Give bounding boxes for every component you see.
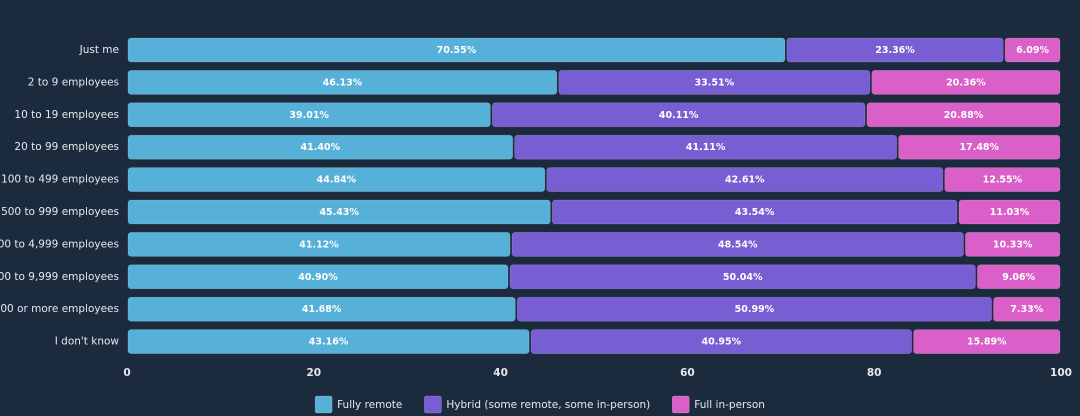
value-label: 43.54% (735, 207, 775, 218)
value-label: 42.61% (725, 175, 765, 186)
value-label: 41.68% (302, 304, 342, 315)
legend-label: Fully remote (337, 399, 402, 411)
bar-segment (913, 329, 1061, 354)
legend-swatch (671, 395, 690, 414)
value-label: 43.16% (309, 337, 349, 348)
value-label: 50.99% (735, 304, 775, 315)
bar-segment (898, 134, 1061, 160)
value-label: 41.12% (299, 239, 339, 250)
bar-segment (127, 134, 513, 160)
bar-segment (866, 102, 1061, 128)
category-label: 20 to 99 employees (14, 141, 119, 153)
category-label: 500 to 999 employees (1, 206, 119, 218)
bar-segment (127, 37, 786, 63)
bar-segment (127, 264, 509, 290)
value-label: 17.48% (959, 142, 999, 153)
category-label: 100 to 499 employees (1, 174, 119, 186)
value-label: 6.09% (1016, 45, 1049, 56)
legend-swatch (424, 395, 442, 414)
legend-label: Full in-person (694, 399, 765, 411)
bar-segment (558, 70, 871, 95)
bar-segment (127, 102, 491, 128)
bar-segment (492, 102, 866, 128)
bar-segment (993, 296, 1061, 322)
legend: Fully remote Hybrid (some remote, some in… (314, 395, 765, 414)
x-tick-label: 0 (123, 367, 130, 379)
bar-segment (509, 264, 976, 290)
category-label: 10,000 or more employees (0, 303, 119, 315)
legend-swatch (314, 395, 333, 414)
value-label: 41.11% (686, 142, 726, 153)
value-label: 11.03% (990, 207, 1030, 218)
bar-segment (977, 264, 1061, 290)
bar-segment (944, 167, 1061, 192)
value-label: 15.89% (967, 337, 1007, 348)
x-tick-label: 80 (867, 367, 882, 379)
value-label: 44.84% (317, 175, 357, 186)
value-label: 20.36% (946, 77, 986, 88)
bar-segment (786, 37, 1004, 63)
value-label: 70.55% (437, 45, 477, 56)
bar-segment (127, 329, 530, 354)
bar-segment (511, 232, 964, 257)
value-label: 48.54% (718, 239, 758, 250)
value-label: 40.11% (659, 110, 699, 121)
value-label: 40.90% (298, 272, 338, 283)
category-label: 10 to 19 employees (14, 109, 119, 121)
category-label: I don't know (55, 336, 120, 348)
bar-segment (127, 70, 558, 95)
value-label: 40.95% (702, 337, 742, 348)
bar-segment (127, 167, 546, 192)
category-label: Just me (79, 44, 119, 56)
bar-segment (516, 296, 992, 322)
bar-segment (127, 199, 551, 225)
legend-label: Hybrid (some remote, some in-person) (446, 399, 650, 411)
bar-segment (514, 134, 897, 160)
category-label: 2 to 9 employees (28, 76, 119, 88)
x-tick-label: 100 (1050, 367, 1072, 379)
bar-segment (965, 232, 1061, 257)
bar-segment (552, 199, 958, 225)
value-label: 20.88% (944, 110, 984, 121)
value-label: 45.43% (319, 207, 359, 218)
x-tick-label: 60 (680, 367, 695, 379)
value-label: 10.33% (993, 239, 1033, 250)
value-label: 50.04% (723, 272, 763, 283)
value-label: 12.55% (983, 175, 1023, 186)
bar-segment (546, 167, 944, 192)
x-tick-label: 20 (306, 367, 321, 379)
value-label: 9.06% (1002, 272, 1035, 283)
bar-segment (958, 199, 1061, 225)
value-label: 7.33% (1010, 304, 1043, 315)
bar-segment (530, 329, 912, 354)
bar-segment (127, 296, 516, 322)
x-tick-label: 40 (493, 367, 508, 379)
category-label: 1,000 to 4,999 employees (0, 238, 119, 250)
value-label: 41.40% (301, 142, 341, 153)
value-label: 23.36% (875, 45, 915, 56)
value-label: 39.01% (289, 110, 329, 121)
category-label: 5,000 to 9,999 employees (0, 271, 119, 283)
bar-segment (127, 232, 511, 257)
value-label: 46.13% (323, 77, 363, 88)
value-label: 33.51% (695, 77, 735, 88)
bar-segment (871, 70, 1061, 95)
bar-segment (1004, 37, 1061, 63)
